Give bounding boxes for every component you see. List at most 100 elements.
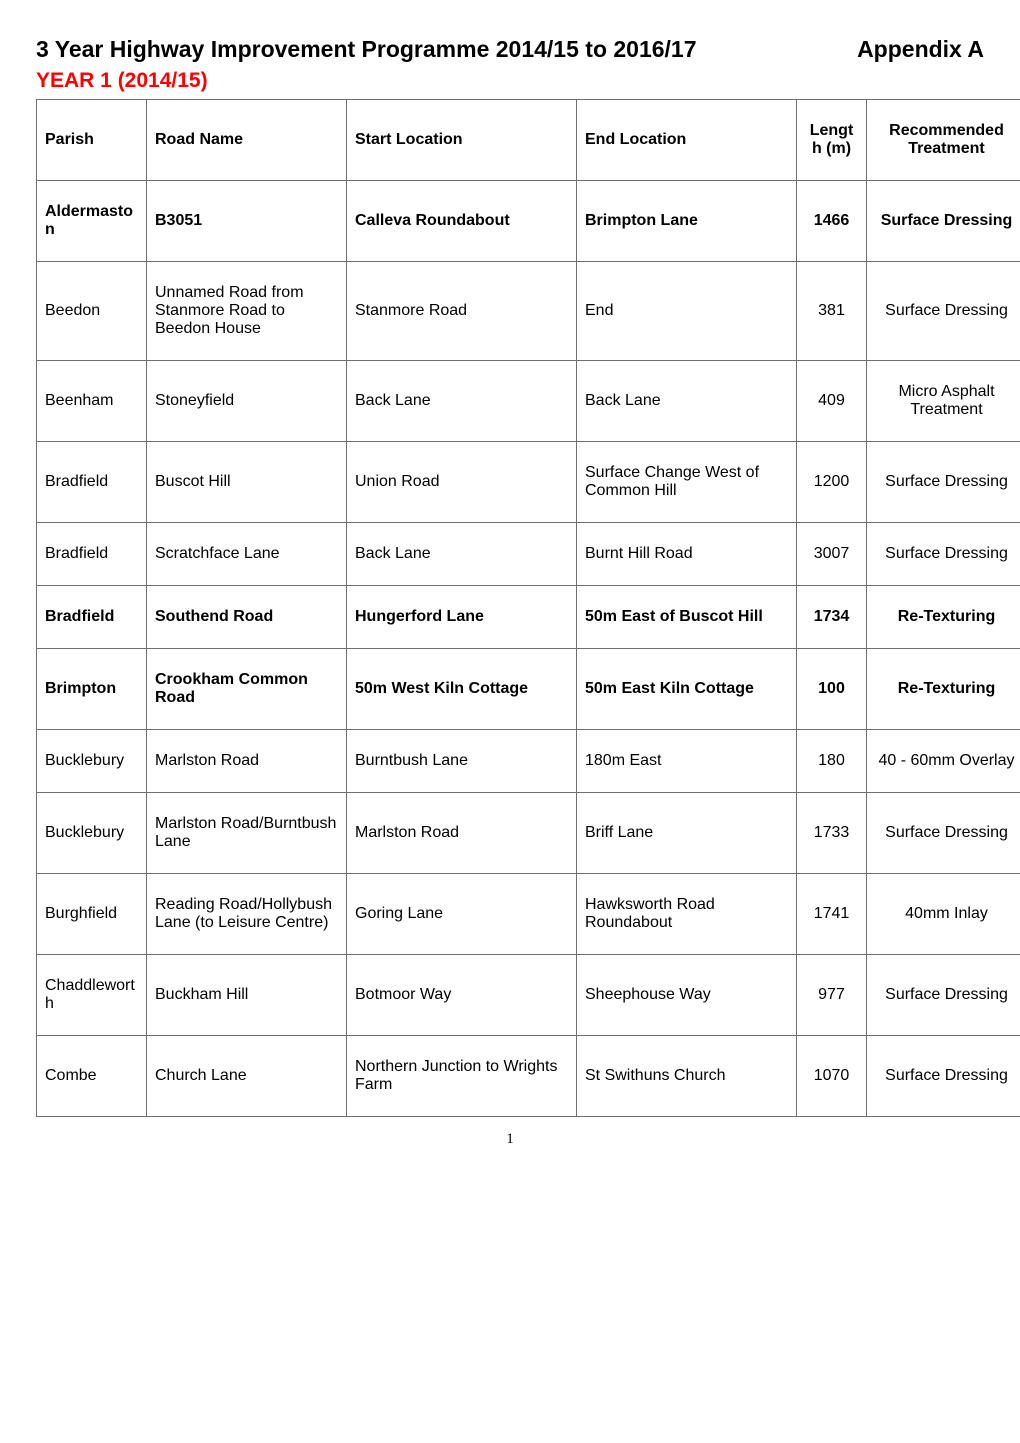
cell-end: Surface Change West of Common Hill: [577, 442, 797, 523]
cell-length: 1734: [797, 586, 867, 649]
table-row: BuckleburyMarlston Road/Burntbush LaneMa…: [37, 793, 1020, 874]
appendix-label: Appendix A: [857, 36, 984, 63]
cell-treat: 40mm Inlay: [867, 874, 1020, 955]
page-number: 1: [36, 1131, 984, 1148]
cell-treat: Surface Dressing: [867, 181, 1020, 262]
cell-end: Back Lane: [577, 361, 797, 442]
table-row: CombeChurch LaneNorthern Junction to Wri…: [37, 1036, 1020, 1117]
col-header-end: End Location: [577, 100, 797, 181]
cell-parish: Beenham: [37, 361, 147, 442]
cell-start: Calleva Roundabout: [347, 181, 577, 262]
cell-road: Stoneyfield: [147, 361, 347, 442]
cell-parish: Bradfield: [37, 586, 147, 649]
cell-road: Buckham Hill: [147, 955, 347, 1036]
cell-start: Goring Lane: [347, 874, 577, 955]
cell-road: Church Lane: [147, 1036, 347, 1117]
cell-length: 1741: [797, 874, 867, 955]
cell-treat: Surface Dressing: [867, 262, 1020, 361]
table-row: BrimptonCrookham Common Road50m West Kil…: [37, 649, 1020, 730]
programme-table: ParishRoad NameStart LocationEnd Locatio…: [36, 99, 1020, 1117]
cell-end: Sheephouse Way: [577, 955, 797, 1036]
cell-road: Marlston Road: [147, 730, 347, 793]
cell-parish: Chaddleworth: [37, 955, 147, 1036]
cell-end: Brimpton Lane: [577, 181, 797, 262]
cell-end: 180m East: [577, 730, 797, 793]
col-header-length: Length (m): [797, 100, 867, 181]
cell-parish: Brimpton: [37, 649, 147, 730]
table-row: BradfieldSouthend RoadHungerford Lane50m…: [37, 586, 1020, 649]
col-header-road: Road Name: [147, 100, 347, 181]
cell-start: Burntbush Lane: [347, 730, 577, 793]
cell-treat: Surface Dressing: [867, 793, 1020, 874]
page-container: 3 Year Highway Improvement Programme 201…: [0, 0, 1020, 1168]
col-header-start: Start Location: [347, 100, 577, 181]
col-header-parish: Parish: [37, 100, 147, 181]
cell-length: 1070: [797, 1036, 867, 1117]
document-title: 3 Year Highway Improvement Programme 201…: [36, 36, 697, 63]
cell-treat: Surface Dressing: [867, 955, 1020, 1036]
cell-road: Unnamed Road from Stanmore Road to Beedo…: [147, 262, 347, 361]
cell-length: 180: [797, 730, 867, 793]
cell-length: 409: [797, 361, 867, 442]
cell-parish: Bucklebury: [37, 793, 147, 874]
cell-end: End: [577, 262, 797, 361]
cell-road: B3051: [147, 181, 347, 262]
cell-treat: Re-Texturing: [867, 586, 1020, 649]
cell-parish: Bradfield: [37, 523, 147, 586]
table-header-row: ParishRoad NameStart LocationEnd Locatio…: [37, 100, 1020, 181]
cell-treat: Surface Dressing: [867, 523, 1020, 586]
cell-length: 3007: [797, 523, 867, 586]
cell-road: Marlston Road/Burntbush Lane: [147, 793, 347, 874]
cell-start: Stanmore Road: [347, 262, 577, 361]
table-row: BurghfieldReading Road/Hollybush Lane (t…: [37, 874, 1020, 955]
cell-end: St Swithuns Church: [577, 1036, 797, 1117]
cell-length: 1466: [797, 181, 867, 262]
cell-treat: Re-Texturing: [867, 649, 1020, 730]
cell-treat: Surface Dressing: [867, 442, 1020, 523]
cell-length: 100: [797, 649, 867, 730]
cell-parish: Burghfield: [37, 874, 147, 955]
col-header-treat: Recommended Treatment: [867, 100, 1020, 181]
cell-treat: 40 - 60mm Overlay: [867, 730, 1020, 793]
cell-parish: Combe: [37, 1036, 147, 1117]
cell-length: 1200: [797, 442, 867, 523]
cell-end: Burnt Hill Road: [577, 523, 797, 586]
table-row: ChaddleworthBuckham HillBotmoor WaySheep…: [37, 955, 1020, 1036]
cell-parish: Beedon: [37, 262, 147, 361]
cell-end: 50m East Kiln Cottage: [577, 649, 797, 730]
table-row: BradfieldScratchface LaneBack LaneBurnt …: [37, 523, 1020, 586]
cell-road: Southend Road: [147, 586, 347, 649]
cell-road: Scratchface Lane: [147, 523, 347, 586]
cell-end: Hawksworth Road Roundabout: [577, 874, 797, 955]
cell-length: 977: [797, 955, 867, 1036]
cell-parish: Aldermaston: [37, 181, 147, 262]
header-row: 3 Year Highway Improvement Programme 201…: [36, 36, 984, 63]
cell-length: 381: [797, 262, 867, 361]
cell-start: 50m West Kiln Cottage: [347, 649, 577, 730]
cell-start: Back Lane: [347, 361, 577, 442]
cell-start: Hungerford Lane: [347, 586, 577, 649]
cell-parish: Bucklebury: [37, 730, 147, 793]
table-row: BeenhamStoneyfieldBack LaneBack Lane409M…: [37, 361, 1020, 442]
cell-start: Botmoor Way: [347, 955, 577, 1036]
table-row: BradfieldBuscot HillUnion RoadSurface Ch…: [37, 442, 1020, 523]
cell-start: Union Road: [347, 442, 577, 523]
table-row: AldermastonB3051Calleva RoundaboutBrimpt…: [37, 181, 1020, 262]
table-head: ParishRoad NameStart LocationEnd Locatio…: [37, 100, 1020, 181]
cell-start: Northern Junction to Wrights Farm: [347, 1036, 577, 1117]
table-body: AldermastonB3051Calleva RoundaboutBrimpt…: [37, 181, 1020, 1117]
cell-length: 1733: [797, 793, 867, 874]
cell-start: Back Lane: [347, 523, 577, 586]
cell-road: Reading Road/Hollybush Lane (to Leisure …: [147, 874, 347, 955]
cell-road: Buscot Hill: [147, 442, 347, 523]
cell-end: Briff Lane: [577, 793, 797, 874]
cell-treat: Surface Dressing: [867, 1036, 1020, 1117]
cell-end: 50m East of Buscot Hill: [577, 586, 797, 649]
table-row: BeedonUnnamed Road from Stanmore Road to…: [37, 262, 1020, 361]
table-row: BuckleburyMarlston RoadBurntbush Lane180…: [37, 730, 1020, 793]
cell-treat: Micro Asphalt Treatment: [867, 361, 1020, 442]
cell-start: Marlston Road: [347, 793, 577, 874]
year-heading: YEAR 1 (2014/15): [36, 69, 984, 93]
cell-road: Crookham Common Road: [147, 649, 347, 730]
cell-parish: Bradfield: [37, 442, 147, 523]
